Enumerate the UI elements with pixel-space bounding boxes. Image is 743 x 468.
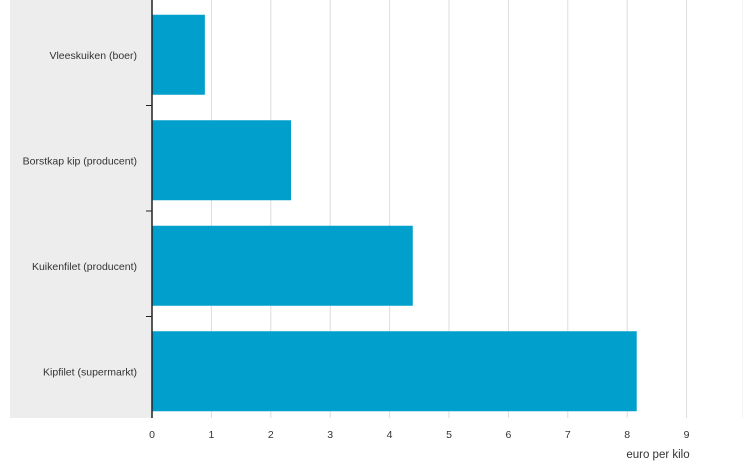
- bar: [152, 225, 413, 306]
- x-tick-label: 2: [268, 429, 274, 441]
- category-label: Vleeskuiken (boer): [49, 50, 137, 62]
- category-label: Kuikenfilet (producent): [32, 261, 137, 273]
- bars: [152, 14, 637, 412]
- category-label: Kipfilet (supermarkt): [43, 366, 137, 378]
- x-tick-label: 4: [387, 429, 393, 441]
- x-tick-label: 5: [446, 429, 452, 441]
- bar: [152, 120, 291, 201]
- x-tick-label: 3: [327, 429, 333, 441]
- x-tick-label: 8: [624, 429, 630, 441]
- bar: [152, 331, 637, 412]
- x-tick-label: 0: [149, 429, 155, 441]
- x-tick-label: 1: [208, 429, 214, 441]
- category-label-panel: [10, 0, 152, 418]
- category-label: Borstkap kip (producent): [23, 155, 137, 167]
- x-tick-labels: 0 1 2 3 4 5 6 7 8 9: [149, 429, 690, 441]
- gridlines: [210, 0, 743, 418]
- x-tick-label: 9: [684, 429, 690, 441]
- x-tick-label: 7: [565, 429, 571, 441]
- category-labels: Vleeskuiken (boer) Borstkap kip (producen…: [23, 50, 152, 378]
- x-axis-title: euro per kilo: [626, 449, 689, 461]
- bar: [152, 14, 205, 95]
- x-tick-label: 6: [505, 429, 511, 441]
